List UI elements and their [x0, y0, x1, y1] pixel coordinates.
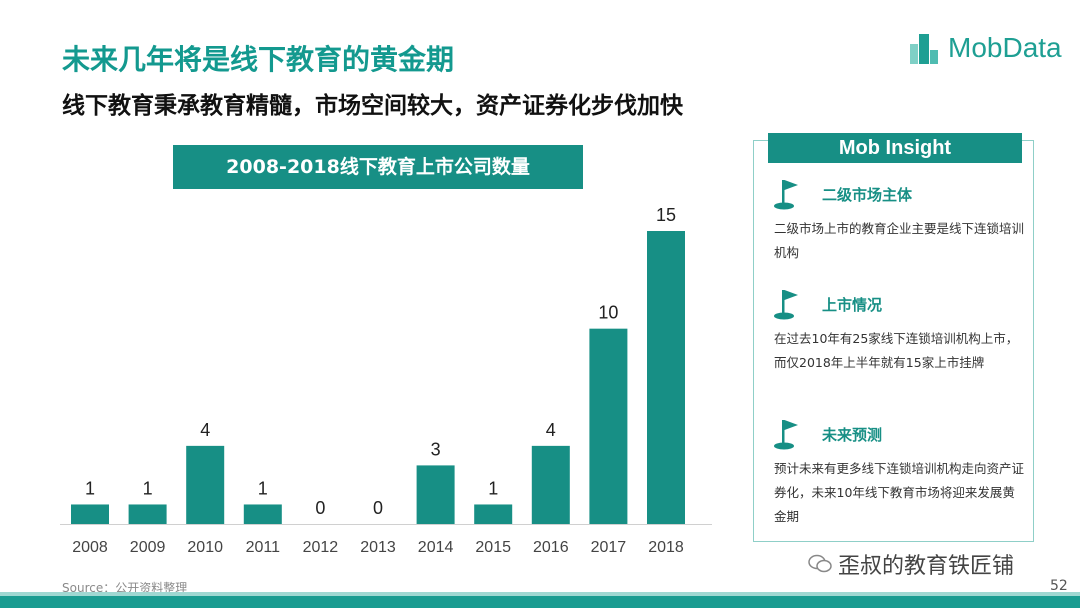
golf-flag-icon — [774, 420, 798, 450]
data-label-2013: 0 — [373, 498, 383, 518]
golf-flag-icon — [774, 290, 798, 320]
insight-section-body: 在过去10年有25家线下连锁培训机构上市，而仅2018年上半年就有15家上市挂牌 — [774, 331, 1019, 370]
page-number: 52 — [1050, 578, 1068, 594]
bar-2017 — [589, 328, 628, 524]
wechat-icon — [808, 554, 832, 573]
bar-2010 — [186, 445, 225, 524]
data-label-2016: 4 — [546, 420, 556, 440]
insight-section-market: 二级市场主体 二级市场上市的教育企业主要是线下连锁培训机构 — [774, 177, 1024, 265]
x-tick-label-2012: 2012 — [303, 539, 339, 556]
insight-section-listing: 上市情况 在过去10年有25家线下连锁培训机构上市，而仅2018年上半年就有15… — [774, 287, 1024, 375]
footer-stripe — [0, 592, 1080, 596]
mobdata-logo: MobData — [910, 30, 1062, 66]
watermark-text: 歪叔的教育铁匠铺 — [838, 554, 1015, 579]
data-label-2010: 4 — [200, 420, 210, 440]
footer-bar — [0, 596, 1080, 608]
x-tick-label-2017: 2017 — [591, 539, 627, 556]
page-title: 未来几年将是线下教育的黄金期 — [62, 43, 455, 76]
x-tick-label-2013: 2013 — [360, 539, 396, 556]
building-icon — [910, 34, 938, 64]
data-label-2014: 3 — [431, 439, 441, 459]
page-subtitle: 线下教育秉承教育精髓，市场空间较大，资产证券化步伐加快 — [62, 93, 683, 119]
bar-2018 — [647, 231, 685, 524]
wechat-watermark: 歪叔的教育铁匠铺 — [808, 548, 1014, 580]
data-label-2015: 1 — [488, 478, 498, 498]
x-tick-label-2009: 2009 — [130, 539, 166, 556]
x-tick-label-2011: 2011 — [246, 539, 281, 556]
bar-chart: 1 2008 1 2009 4 2010 1 2011 0 2012 0 2013 3 2014 1 2015… — [60, 205, 712, 556]
data-label-2011: 1 — [258, 478, 268, 498]
source-note: Source：公开资料整理 — [62, 581, 188, 595]
insight-section-body: 预计未来有更多线下连锁培训机构走向资产证券化，未来10年线下教育市场将迎来发展黄… — [774, 461, 1025, 524]
x-tick-label-2016: 2016 — [533, 539, 569, 556]
insight-section-title: 二级市场主体 — [822, 185, 913, 204]
bar-2014 — [416, 465, 455, 524]
golf-flag-icon — [774, 180, 798, 210]
x-tick-label-2018: 2018 — [648, 539, 684, 556]
x-tick-label-2010: 2010 — [187, 539, 223, 556]
insight-section-title: 未来预测 — [822, 425, 883, 444]
bar-2009 — [128, 504, 167, 524]
data-label-2008: 1 — [85, 478, 95, 498]
insight-section-forecast: 未来预测 预计未来有更多线下连锁培训机构走向资产证券化，未来10年线下教育市场将… — [774, 417, 1024, 529]
insight-title: Mob Insight — [768, 133, 1022, 163]
bar-2008 — [71, 504, 109, 524]
data-label-2009: 1 — [143, 478, 153, 498]
insight-section-title: 上市情况 — [822, 295, 883, 314]
insight-panel: Mob Insight 二级市场主体 二级市场上市的教育企业主要是线下连锁培训机… — [753, 133, 1034, 542]
x-tick-label-2014: 2014 — [418, 539, 454, 556]
x-tick-label-2008: 2008 — [72, 539, 108, 556]
x-tick-label-2015: 2015 — [475, 539, 511, 556]
bar-2015 — [474, 504, 513, 524]
brand-name: MobData — [948, 32, 1062, 63]
chart-title: 2008-2018线下教育上市公司数量 — [173, 145, 583, 189]
bar-2016 — [531, 445, 570, 524]
data-label-2012: 0 — [315, 498, 325, 518]
data-label-2017: 10 — [598, 303, 618, 323]
bar-2011 — [243, 504, 282, 524]
data-label-2018: 15 — [656, 205, 676, 225]
insight-section-body: 二级市场上市的教育企业主要是线下连锁培训机构 — [774, 221, 1025, 260]
